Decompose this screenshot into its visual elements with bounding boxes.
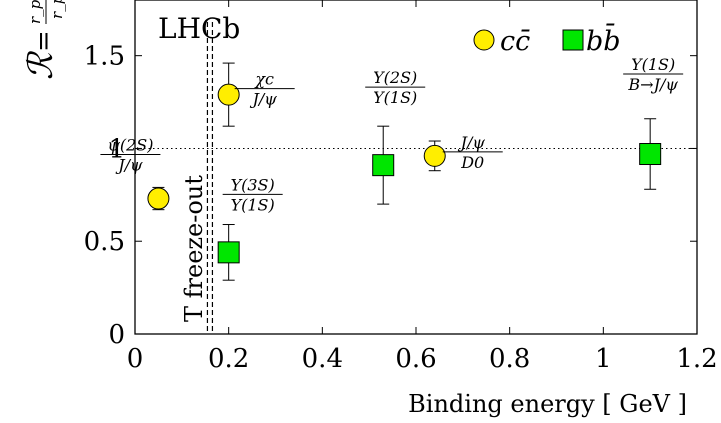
y-tick-label: 0 <box>108 320 125 350</box>
plot-area: 0 0.2 0.4 0.6 0.8 1 1.2 0 0.5 1 1.5 Binding energy … <box>21 0 718 418</box>
x-tick-label: 0 <box>127 344 144 374</box>
y-tick-label: 1.5 <box>84 42 125 72</box>
legend-label-cc: cc̄ <box>500 26 531 57</box>
point-label-numerator: χc <box>254 70 274 89</box>
threshold-label: T freeze-out <box>180 175 208 322</box>
x-tick-label: 0.8 <box>489 344 530 374</box>
x-tick-label: 1 <box>595 344 612 374</box>
point-label-denominator: J/ψ <box>249 90 277 109</box>
point-label-numerator: J/ψ <box>458 133 486 152</box>
data-point-bb <box>372 154 395 177</box>
data-point-cc <box>423 144 446 167</box>
y-axis-title-den: r_pp <box>48 0 66 19</box>
point-label-denominator: D0 <box>460 153 484 172</box>
data-point-bb <box>217 241 240 264</box>
point-label-numerator: Υ(3S) <box>231 175 275 194</box>
x-axis-title: Binding energy [ GeV ] <box>408 390 687 418</box>
x-tick-label: 1.2 <box>676 344 717 374</box>
y-tick-label: 0.5 <box>84 227 125 257</box>
point-label-numerator: Υ(2S) <box>373 68 417 87</box>
y-axis-title-eq: = <box>29 30 59 52</box>
data-point-cc <box>147 187 170 210</box>
legend-marker-bb <box>562 29 584 51</box>
x-tick-label: 0.6 <box>395 344 436 374</box>
x-tick-label: 0.4 <box>302 344 343 374</box>
y-tick-label: 1 <box>108 134 125 164</box>
point-label-numerator: Υ(1S) <box>631 55 675 74</box>
point-label-denominator: B→J/ψ <box>627 75 678 94</box>
experiment-label: LHCb <box>158 12 240 45</box>
point-label-denominator: J/ψ <box>115 156 143 175</box>
y-axis-title: ℛ= r_pPb r_pp <box>21 0 66 80</box>
data-point-cc <box>217 83 240 106</box>
point-label-numerator: ψ(2S) <box>107 136 153 155</box>
data-point-bb <box>639 143 662 166</box>
y-axis-title-num: r_pPb <box>26 0 44 24</box>
legend-label-bb: bb̄ <box>586 22 621 57</box>
point-label-denominator: Υ(1S) <box>231 195 275 214</box>
x-tick-label: 0.2 <box>208 344 249 374</box>
point-label-denominator: Υ(1S) <box>373 88 417 107</box>
legend-marker-cc <box>473 29 495 51</box>
y-axis-title-R: ℛ <box>21 50 61 80</box>
